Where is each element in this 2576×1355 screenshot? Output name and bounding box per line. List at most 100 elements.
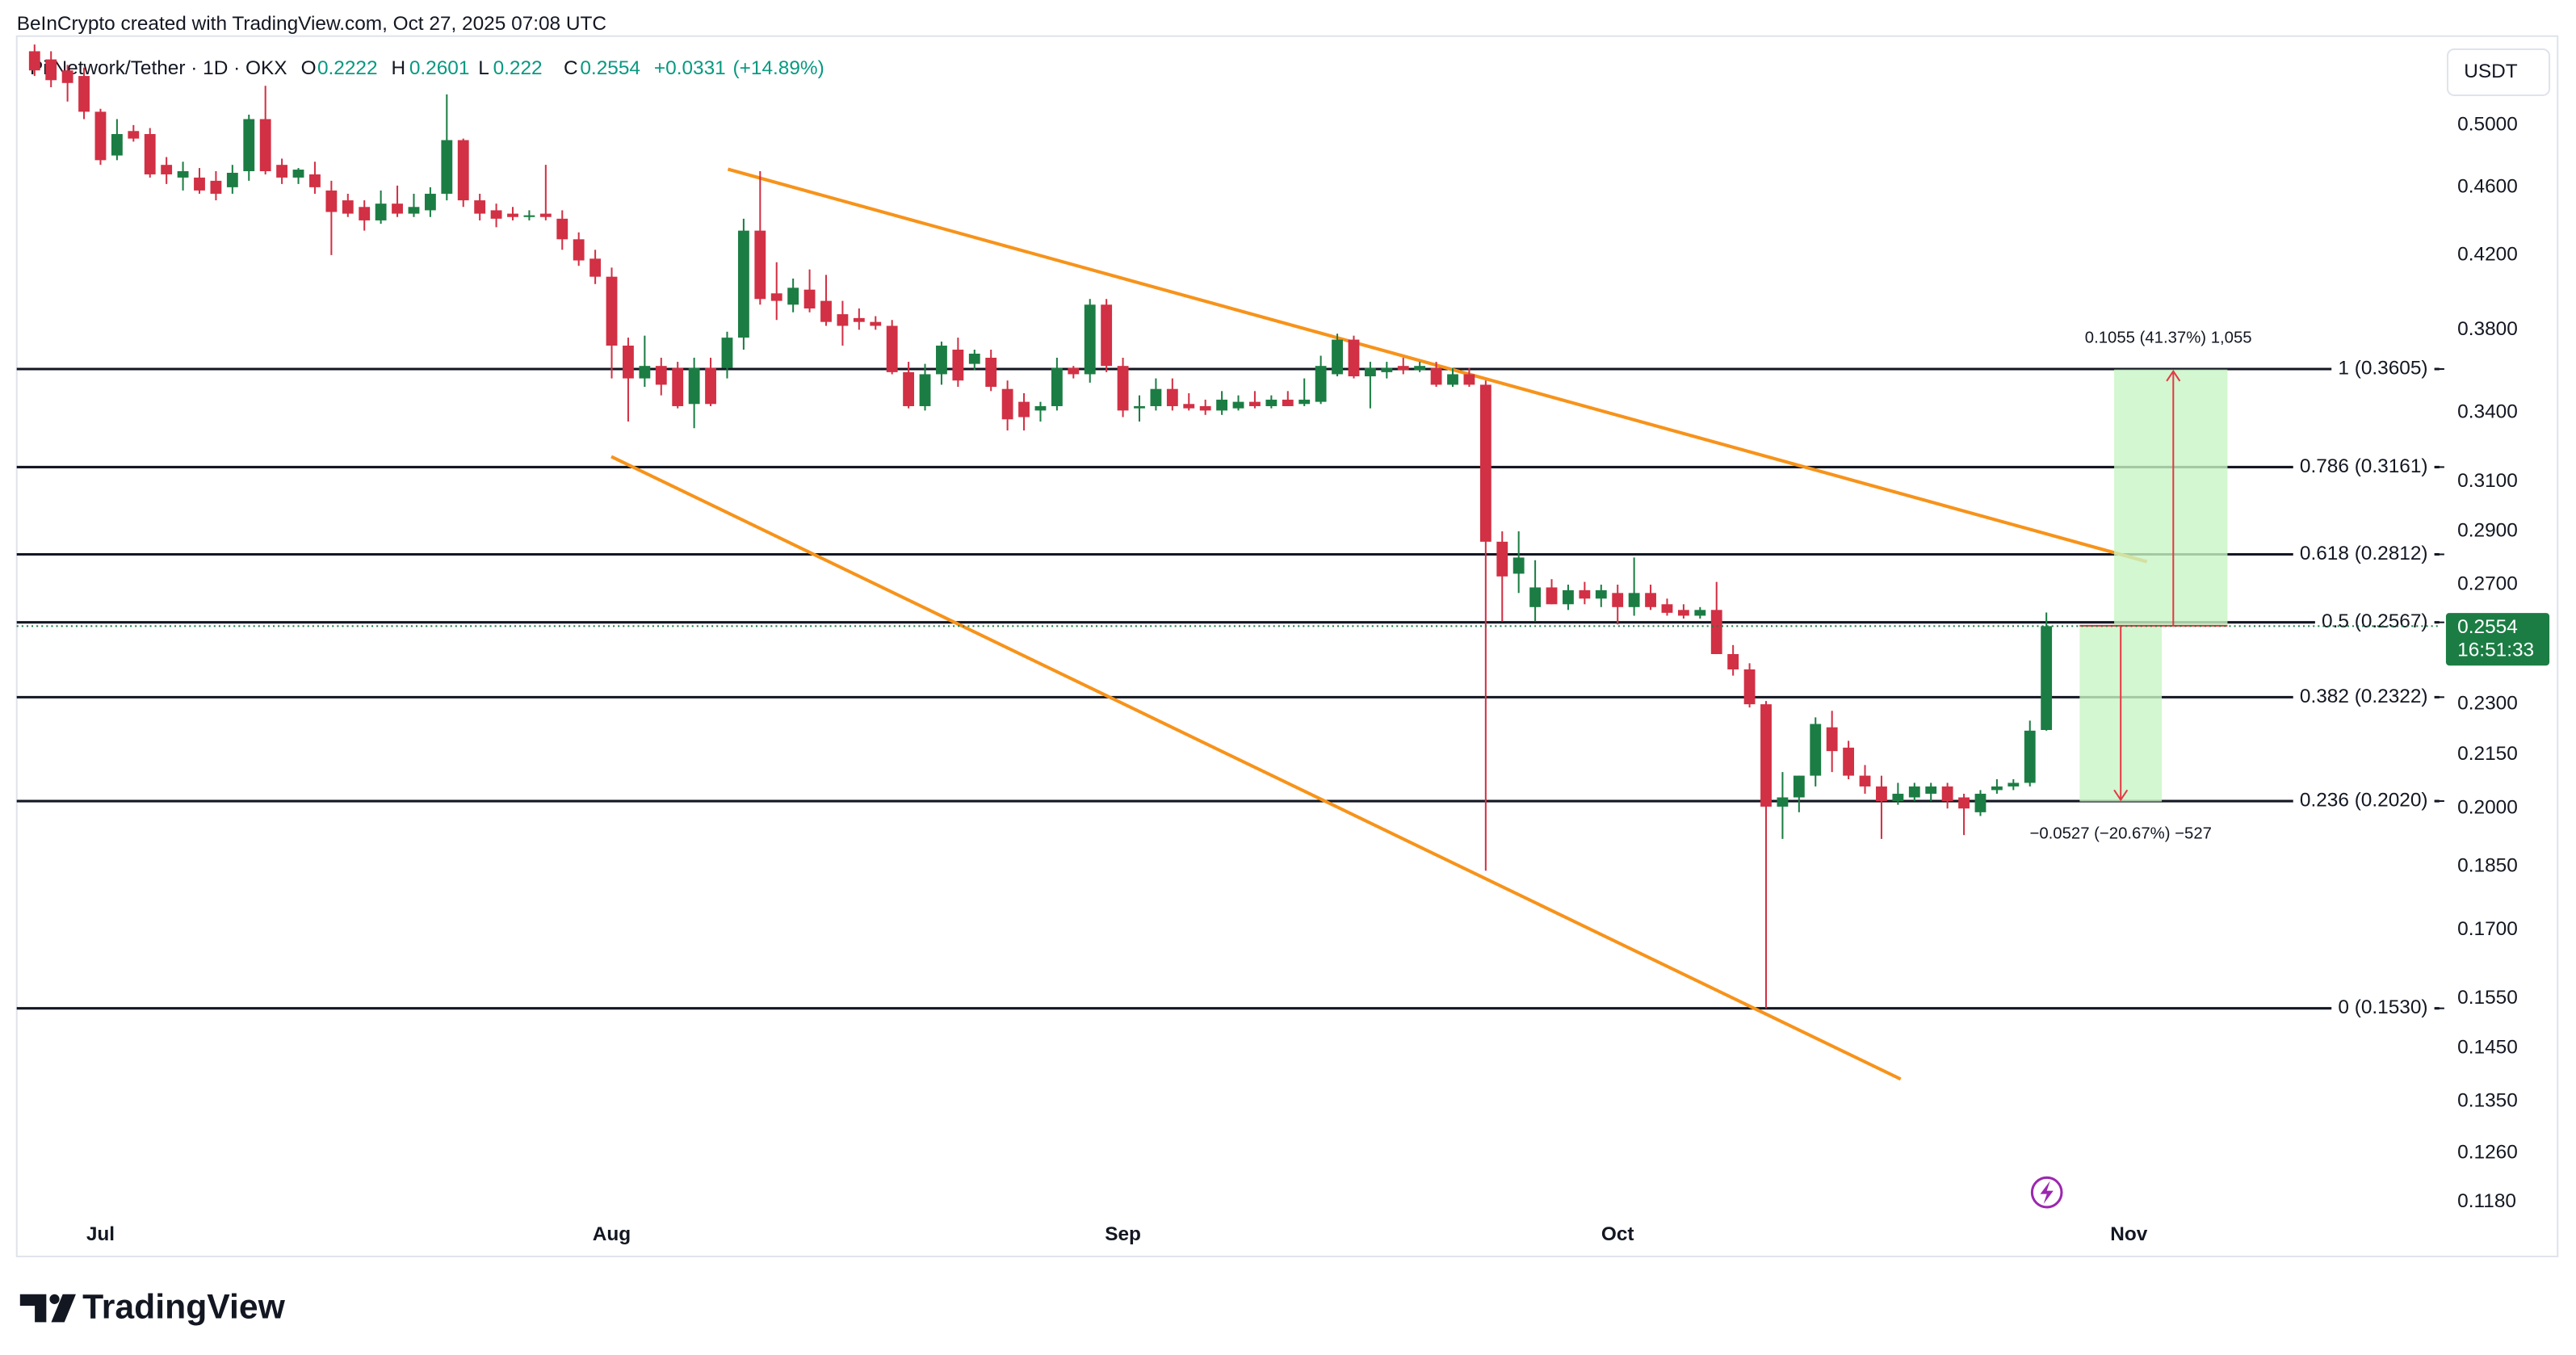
candle-body (1677, 610, 1689, 616)
candle-body (2024, 730, 2036, 783)
candle-body (408, 207, 420, 214)
candle-body (1743, 669, 1756, 705)
candle-body (1892, 793, 1904, 802)
trendline-lower (610, 455, 1902, 1081)
candle-body (721, 338, 733, 368)
candle-body (1908, 786, 1920, 798)
candle-body (770, 293, 782, 301)
arrow-head (2166, 369, 2181, 382)
candle-body (161, 165, 173, 174)
candle-body (259, 119, 271, 172)
candle-body (1694, 610, 1706, 616)
candle-body (359, 207, 371, 220)
y-tick-label: 0.3800 (2457, 318, 2518, 340)
y-tick-label: 0.2300 (2457, 693, 2518, 715)
ohlc-value: 0.2601 (409, 57, 470, 79)
y-tick-label: 0.1850 (2457, 855, 2518, 877)
candle-body (1166, 388, 1178, 406)
candle-body (672, 367, 684, 406)
candle-body (375, 203, 387, 220)
candle-body (1068, 367, 1080, 375)
candle-body (1958, 797, 1970, 809)
candle-body (523, 215, 535, 217)
ohlc-value: 0.2554 (580, 57, 640, 79)
event-icon[interactable] (2030, 1176, 2063, 1209)
candle-body (1628, 593, 1640, 607)
y-tick-label: 0.2000 (2457, 797, 2518, 819)
candle-body (78, 76, 90, 112)
credit: BeInCrypto created with TradingView.com,… (17, 13, 606, 35)
currency-button[interactable] (2446, 48, 2551, 96)
candle-body (589, 258, 602, 277)
candle-body (325, 190, 338, 212)
candle-body (952, 349, 964, 381)
candle-body (1727, 654, 1739, 669)
fib-label: 0 (0.1530) (2338, 996, 2427, 1018)
candle-body (1199, 405, 1211, 411)
candle-body (1183, 404, 1195, 409)
candles (16, 44, 2440, 1009)
candle-body (1876, 786, 1887, 802)
candle-body (2041, 626, 2053, 731)
candle-body (1364, 367, 1376, 377)
trendline-upper (727, 167, 2148, 564)
price-tag-value: 0.2554 (2457, 616, 2518, 638)
candle-body (1101, 304, 1113, 367)
ohlc-label: H (391, 57, 405, 79)
ohlc-value: 0.222 (493, 57, 543, 79)
fib-label-bg (2331, 995, 2435, 1021)
candle-body (1397, 366, 1409, 371)
candle-body (1826, 727, 1838, 752)
candle-body (507, 213, 518, 217)
candle-body (1265, 399, 1278, 406)
candle-body (1512, 557, 1525, 574)
candle-body (1710, 610, 1722, 655)
candle-body (1018, 401, 1030, 417)
y-tick-label: 0.2700 (2457, 573, 2518, 594)
y-tick-label: 0.3400 (2457, 401, 2518, 423)
candle-body (985, 358, 997, 388)
fib-label-bg (2314, 609, 2435, 636)
fib-label-bg (2293, 787, 2435, 815)
candle-body (1150, 388, 1162, 406)
candle-body (1315, 366, 1327, 402)
candle-body (1084, 304, 1096, 375)
y-tick-label: 0.5000 (2457, 113, 2518, 135)
candle-body (1777, 797, 1789, 807)
candle-body (903, 371, 915, 406)
candle-body (968, 353, 980, 364)
fib-layer: 1 (0.3605) 0.786 (0.3161) 0.618 (0.2812) 0.… (16, 355, 2444, 1021)
candle-body (194, 177, 205, 191)
candle-body (28, 51, 40, 71)
candle-body (392, 203, 403, 214)
price-tag (2445, 613, 2550, 666)
fib-label-bg (2293, 684, 2435, 711)
fib-label: 0.236 (0.2020) (2300, 789, 2428, 811)
candle-body (144, 134, 156, 174)
countdown: 16:51:33 (2457, 639, 2534, 661)
candle-body (787, 287, 799, 305)
candle-body (853, 317, 865, 322)
fib-label: 0.5 (0.2567) (2322, 610, 2428, 632)
candle-body (342, 200, 354, 214)
fib-label: 0.618 (0.2812) (2300, 543, 2428, 564)
candle-body (424, 193, 436, 211)
y-tick-label: 0.1260 (2457, 1141, 2518, 1163)
candle-body (441, 140, 453, 194)
y-tick-label: 0.1550 (2457, 987, 2518, 1009)
candle-body (1282, 399, 1294, 406)
measure-box (2114, 369, 2228, 626)
fib-label-bg (2293, 541, 2435, 568)
candle-body (1381, 367, 1393, 372)
candle-body (457, 140, 469, 201)
candle-body (1595, 589, 1607, 599)
candle-body (1134, 405, 1145, 409)
candle-body (1447, 374, 1458, 385)
brand: TradingView (82, 1287, 286, 1326)
candle-body (1348, 339, 1360, 377)
candle-body (1612, 593, 1624, 607)
currency[interactable]: USDT (2464, 61, 2517, 82)
candle-body (1546, 587, 1558, 605)
candle-body (556, 218, 568, 240)
candle-body (1941, 786, 1953, 802)
